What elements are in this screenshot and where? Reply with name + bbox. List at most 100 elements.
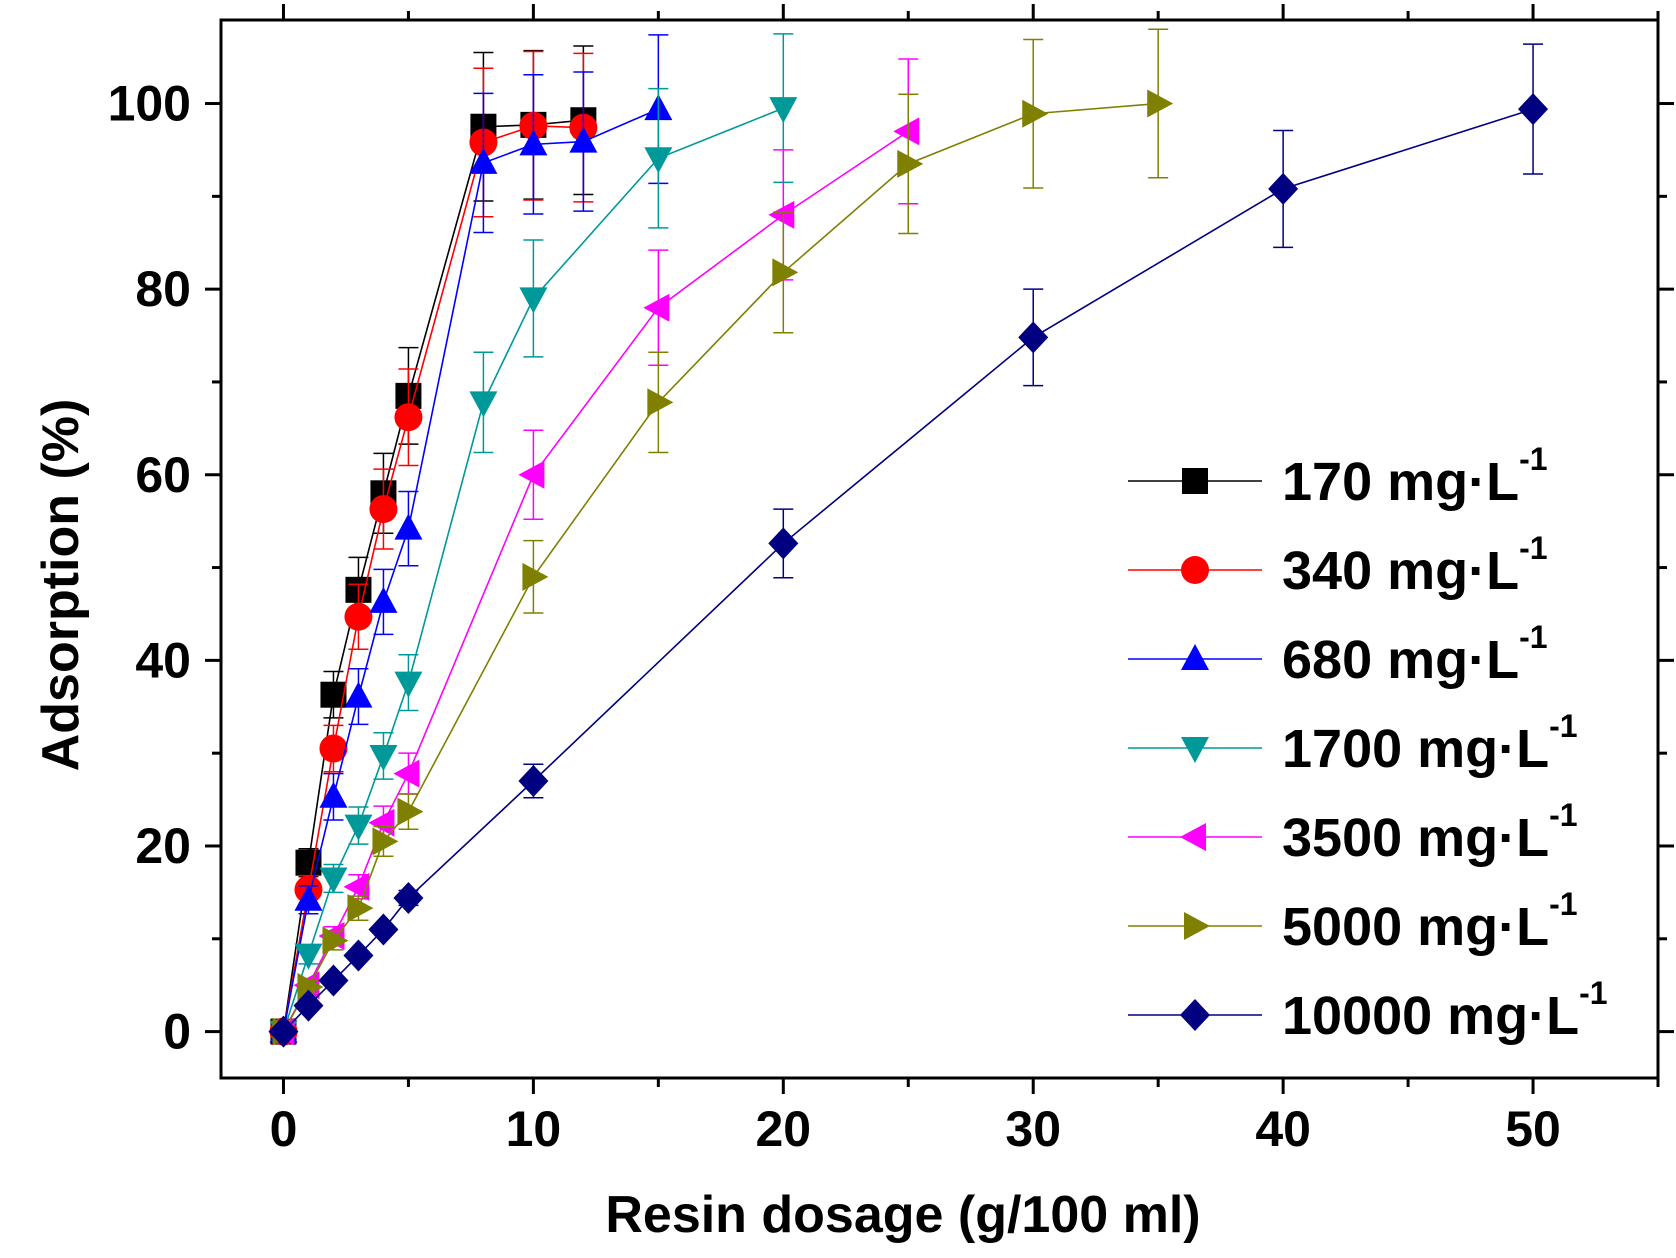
legend-item: 340 mg·L-1: [1128, 530, 1548, 601]
y-tick-label: 40: [135, 632, 191, 688]
y-tick-label: 80: [135, 261, 191, 317]
data-point: [769, 97, 798, 124]
legend-label-text: 680 mg·L: [1282, 630, 1519, 690]
data-point: [772, 258, 799, 287]
data-point: [469, 391, 498, 418]
data-point: [319, 734, 348, 763]
legend-label: 170 mg·L-1: [1282, 441, 1548, 512]
series-3: [269, 33, 798, 1047]
legend-item: 1700 mg·L-1: [1128, 708, 1578, 779]
data-point: [519, 287, 548, 314]
legend-label-exponent: -1: [1519, 441, 1547, 477]
legend-marker: [1184, 912, 1210, 940]
data-point: [319, 781, 348, 808]
legend-label-text: 1700 mg·L: [1282, 719, 1549, 779]
series-layer: [268, 28, 1549, 1048]
series-line: [282, 108, 659, 1032]
legend-item: 3500 mg·L-1: [1128, 797, 1578, 868]
x-tick-label: 10: [506, 1101, 562, 1157]
data-point: [397, 797, 424, 826]
data-point: [368, 808, 395, 837]
legend-label: 340 mg·L-1: [1282, 530, 1548, 601]
data-point: [393, 881, 424, 914]
data-point: [293, 989, 324, 1022]
data-point: [343, 872, 370, 901]
legend-label-exponent: -1: [1519, 530, 1547, 566]
x-tick-label: 0: [270, 1101, 298, 1157]
data-point: [569, 126, 598, 153]
y-tick-label: 60: [135, 447, 191, 503]
x-tick-label: 40: [1255, 1101, 1311, 1157]
data-point: [268, 1015, 299, 1048]
y-tick-label: 100: [108, 76, 191, 132]
data-point: [768, 200, 795, 229]
data-point: [294, 884, 323, 911]
y-tick-label: 0: [163, 1004, 191, 1060]
legend-label-text: 340 mg·L: [1282, 541, 1519, 601]
legend-item: 170 mg·L-1: [1128, 441, 1548, 512]
plot-frame: [219, 18, 1660, 1080]
legend-label-text: 3500 mg·L: [1282, 808, 1549, 868]
series-5: [272, 28, 1174, 1046]
data-point: [522, 562, 549, 591]
legend-marker: [1181, 737, 1209, 763]
legend-label-exponent: -1: [1549, 797, 1577, 833]
series-line: [282, 130, 909, 1032]
data-point: [897, 149, 924, 178]
data-point: [319, 867, 348, 894]
series-4: [268, 58, 920, 1046]
data-point: [469, 147, 498, 174]
legend-label-text: 10000 mg·L: [1282, 986, 1579, 1046]
x-tick-label: 20: [755, 1101, 811, 1157]
legend-label: 10000 mg·L-1: [1282, 975, 1608, 1046]
x-tick-label: 50: [1505, 1101, 1561, 1157]
legend-label-exponent: -1: [1549, 708, 1577, 744]
legend-marker: [1182, 468, 1208, 494]
legend-item: 680 mg·L-1: [1128, 619, 1548, 690]
data-point: [347, 894, 374, 923]
legend-label: 3500 mg·L-1: [1282, 797, 1578, 868]
data-point: [394, 513, 423, 540]
data-point: [394, 403, 423, 432]
data-point: [344, 681, 373, 708]
data-point: [344, 602, 373, 631]
series-6: [268, 43, 1549, 1048]
data-point: [518, 460, 545, 489]
data-point: [372, 827, 399, 856]
legend-marker: [1180, 823, 1206, 851]
axes-layer: 0 10 20 30 40 50 0 20 40 60 80 100: [108, 4, 1674, 1157]
data-point: [893, 117, 920, 146]
legend-label-exponent: -1: [1549, 886, 1577, 922]
data-point: [343, 939, 374, 972]
data-point: [368, 913, 399, 946]
data-point: [369, 495, 398, 524]
data-point: [297, 973, 324, 1002]
data-point: [519, 129, 548, 156]
legend-label: 680 mg·L-1: [1282, 619, 1548, 690]
data-point: [1268, 172, 1299, 205]
legend-label: 5000 mg·L-1: [1282, 886, 1578, 957]
legend-marker: [1181, 644, 1209, 670]
legend-marker: [1180, 999, 1210, 1031]
data-point: [643, 293, 670, 322]
y-axis-title: Adsorption (%): [32, 399, 90, 772]
data-point: [1018, 321, 1049, 354]
legend-item: 10000 mg·L-1: [1128, 975, 1608, 1046]
data-point: [318, 964, 349, 997]
data-point: [1022, 99, 1049, 128]
data-point: [768, 527, 799, 560]
data-point: [369, 586, 398, 613]
legend-item: 5000 mg·L-1: [1128, 886, 1578, 957]
y-tick-label: 20: [135, 818, 191, 874]
x-axis-title: Resin dosage (g/100 ml): [605, 1186, 1200, 1244]
legend-label-exponent: -1: [1519, 619, 1547, 655]
data-point: [647, 388, 674, 417]
data-point: [394, 671, 423, 698]
legend-label-text: 170 mg·L: [1282, 452, 1519, 512]
legend-marker: [1181, 556, 1209, 584]
legend-label-exponent: -1: [1579, 975, 1607, 1011]
data-point: [1147, 89, 1174, 118]
legend-label: 1700 mg·L-1: [1282, 708, 1578, 779]
